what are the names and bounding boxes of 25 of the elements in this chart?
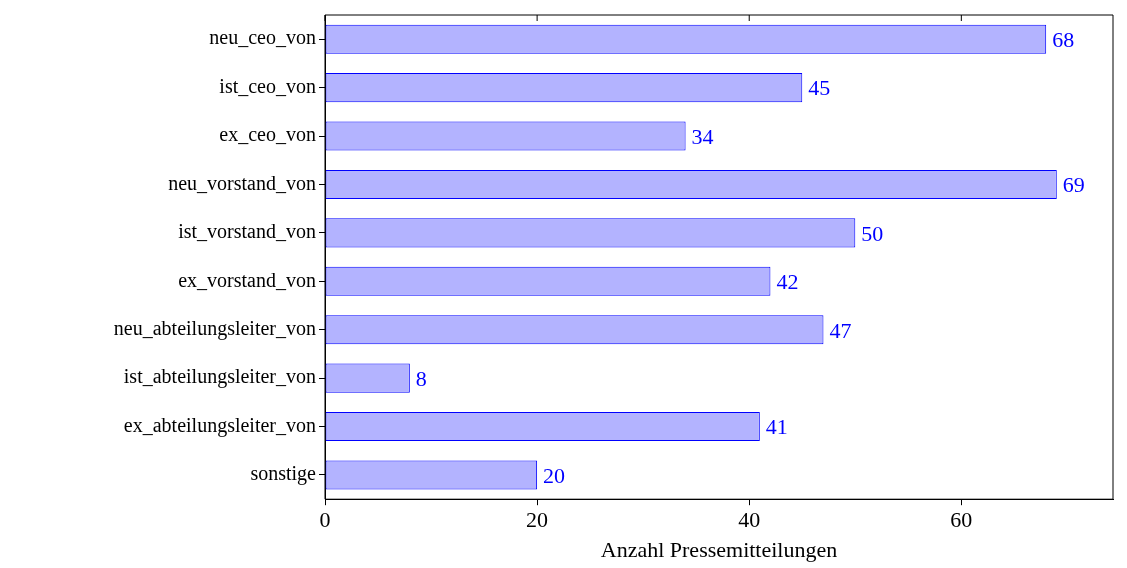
x-tick-label: 40 [738,507,761,533]
data-label: 47 [829,317,852,343]
data-label: 34 [691,123,714,149]
x-axis-title: Anzahl Pressemitteilungen [600,536,838,562]
x-tick-label: 0 [319,507,331,533]
data-label: 69 [1062,172,1085,198]
x-tick-label: 60 [950,507,973,533]
data-label: 45 [808,75,831,101]
y-tick-label: ist_ceo_von [219,74,316,97]
data-label: 50 [861,220,884,246]
y-tick-label: neu_ceo_von [209,26,316,49]
data-label: 41 [765,414,788,440]
y-tick-label: ist_vorstand_von [178,220,316,243]
data-label: 20 [543,462,566,488]
y-tick-label: neu_abteilungsleiter_von [113,316,316,340]
y-tick-label: neu_vorstand_von [168,171,316,194]
data-label: 68 [1052,26,1075,52]
y-tick-label: sonstige [250,462,317,486]
data-label: 42 [776,269,799,295]
x-tick-label: 20 [526,507,549,533]
y-tick-label: ex_abteilungsleiter_von [123,413,316,437]
data-label: 8 [415,365,427,391]
y-tick-label: ist_abteilungsleiter_von [123,365,316,389]
y-tick-label: ex_vorstand_von [178,268,316,291]
y-tick-label: ex_ceo_von [219,123,316,146]
